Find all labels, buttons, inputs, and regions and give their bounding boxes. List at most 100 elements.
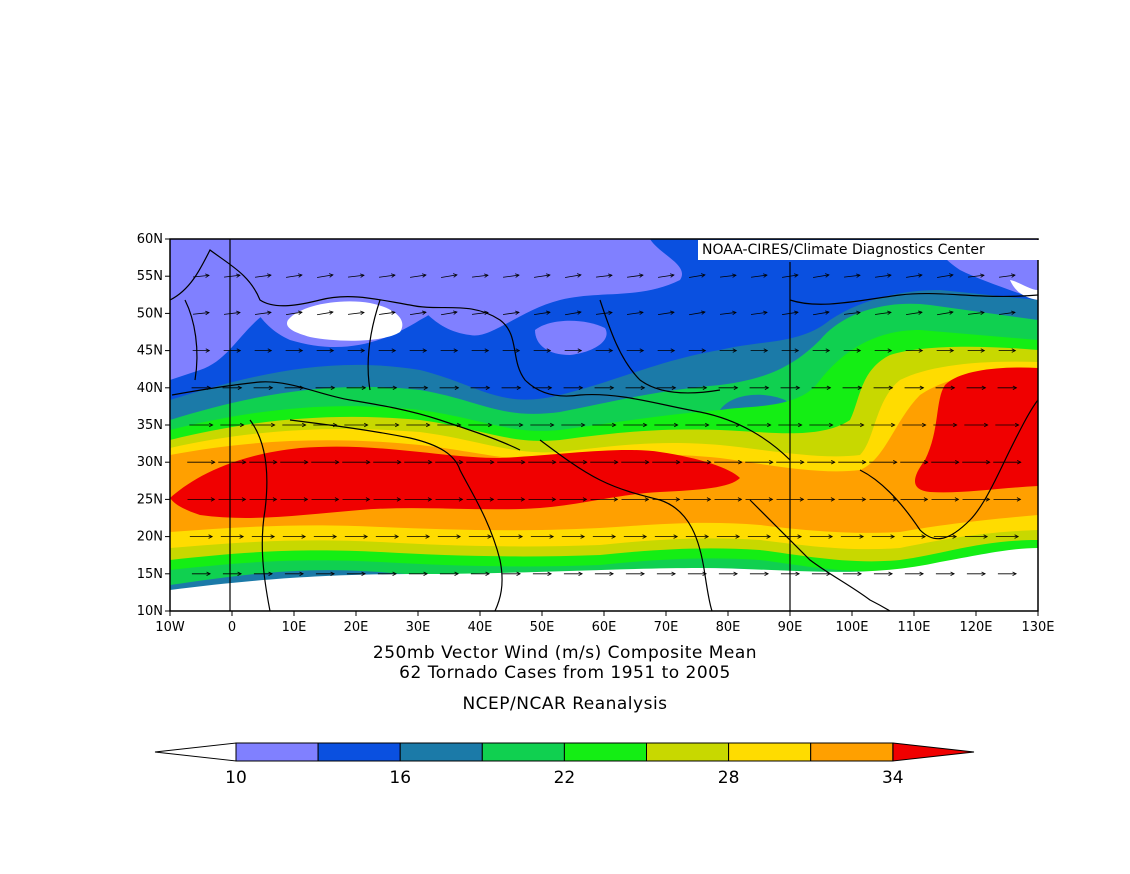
wind-vector-arrow — [528, 460, 557, 465]
wind-vector-arrow — [594, 571, 614, 576]
wind-vector-arrow — [502, 310, 520, 315]
wind-vector-arrow — [873, 385, 894, 390]
colorbar-label: 10 — [225, 768, 247, 788]
wind-vector-arrow — [222, 571, 242, 576]
wind-vector-arrow — [280, 460, 309, 465]
wind-vector-arrow — [968, 273, 985, 278]
wind-vector-arrow — [811, 385, 832, 390]
wind-vector-arrow — [187, 460, 216, 465]
wind-vector-arrow — [874, 348, 893, 353]
wind-vector-arrow — [652, 497, 681, 502]
wind-vector-arrow — [373, 497, 402, 502]
wind-vector-arrow — [656, 385, 677, 390]
coastlines — [170, 239, 1038, 611]
wind-vector-arrow — [720, 273, 737, 278]
wind-vector-arrow — [564, 310, 582, 316]
wind-vector-arrow — [935, 571, 955, 576]
wind-vector-arrow — [435, 497, 464, 502]
wind-vector-arrow — [223, 348, 242, 353]
wind-vector-arrow — [315, 571, 335, 576]
wind-vector-arrow — [809, 534, 834, 539]
wind-vector-arrow — [377, 571, 397, 576]
wind-vector-arrow — [408, 385, 429, 390]
wind-vector-arrow — [840, 422, 865, 428]
lon-tick-label: 120E — [959, 620, 992, 635]
wind-vector-arrow — [192, 310, 210, 316]
wind-vector-arrow — [838, 460, 867, 465]
wind-vector-arrow — [532, 571, 552, 576]
wind-vector-arrow — [623, 534, 648, 539]
jet-core-west — [170, 446, 740, 518]
wind-vector-arrow — [255, 273, 272, 278]
lon-tick-label: 60E — [592, 620, 617, 635]
wind-vector-arrow — [439, 571, 459, 576]
wind-vector-arrow — [931, 460, 960, 465]
wind-vector-arrow — [251, 422, 276, 428]
wind-vector-arrow — [842, 571, 862, 576]
wind-vector-arrow — [778, 534, 803, 539]
wind-vector-arrow — [936, 348, 955, 353]
wind-vector-arrow — [254, 310, 272, 315]
wind-vector-arrow — [437, 534, 462, 539]
wind-vector-arrow — [998, 348, 1017, 353]
calm-zone-europe — [286, 301, 403, 341]
lat-tick-label: 50N — [137, 306, 163, 321]
wind-vector-arrow — [780, 385, 801, 390]
wind-vector-arrow — [688, 348, 707, 353]
longitude-axis: 10W 0 10E 20E 30E 40E 50E 60E 70E 80E 90E 100E 110E 1… — [155, 611, 1055, 635]
lon-tick-label: 80E — [716, 620, 741, 635]
wind-vector-arrow — [905, 310, 923, 315]
lon-tick-label: 0 — [228, 620, 236, 635]
wind-vector-arrow — [346, 385, 367, 390]
wind-vector-arrow — [747, 422, 772, 428]
wind-vector-arrow — [997, 571, 1017, 576]
lon-tick-label: 70E — [654, 620, 679, 635]
wind-vector-arrow — [559, 460, 588, 465]
wind-vector-arrow — [502, 348, 521, 353]
wind-vector-arrow — [315, 385, 336, 390]
wind-vector-arrow — [657, 310, 675, 315]
wind-vector-arrow — [749, 385, 770, 390]
colorbar-label: 22 — [554, 768, 576, 788]
wind-vector-arrow — [811, 571, 831, 576]
wind-vector-arrow — [439, 385, 460, 390]
lat-tick-label: 15N — [137, 567, 163, 582]
wind-vector-arrow — [503, 273, 520, 278]
wind-vector-arrow — [904, 385, 925, 390]
wind-vector-arrow — [595, 348, 614, 353]
wind-vector-arrow — [317, 273, 334, 278]
wind-vector-arrow — [224, 273, 241, 278]
wind-vector-arrow — [468, 534, 493, 539]
wind-vector-arrow — [625, 385, 646, 390]
wind-vector-arrow — [683, 497, 712, 502]
contour-band-10-13-north — [170, 239, 683, 380]
wind-vector-arrow — [251, 534, 276, 539]
wind-vector-arrow — [843, 310, 861, 315]
wind-vector-arrow — [993, 460, 1022, 465]
wind-vector-arrow — [937, 273, 954, 278]
wind-vector-arrow — [687, 385, 708, 390]
wind-vector-arrow — [253, 571, 273, 576]
wind-vector-arrow — [218, 460, 247, 465]
wind-vector-arrow — [688, 310, 706, 316]
wind-vector-arrow — [530, 422, 555, 428]
wind-vector-arrow — [902, 422, 927, 428]
wind-vector-arrow — [499, 534, 524, 539]
wind-vector-arrow — [437, 422, 462, 428]
wind-vector-arrow — [532, 385, 553, 390]
wind-vector-arrow — [962, 460, 991, 465]
wind-vector-arrow — [813, 273, 830, 278]
wind-vector-arrow — [716, 422, 741, 428]
wind-vector-arrow — [750, 310, 768, 315]
wind-vector-arrow — [621, 497, 650, 502]
wind-vector-arrow — [561, 422, 586, 428]
wind-vector-arrow — [875, 273, 892, 278]
wind-vector-arrow — [316, 348, 335, 353]
wind-vector-arrow — [782, 273, 799, 278]
wind-vector-arrow — [874, 310, 892, 315]
lon-tick-label: 10W — [155, 620, 185, 635]
wind-vector-arrow — [316, 310, 334, 316]
wind-vector-arrow — [873, 571, 893, 576]
wind-vector-arrow — [745, 460, 774, 465]
calm-zone-south — [170, 548, 1038, 611]
